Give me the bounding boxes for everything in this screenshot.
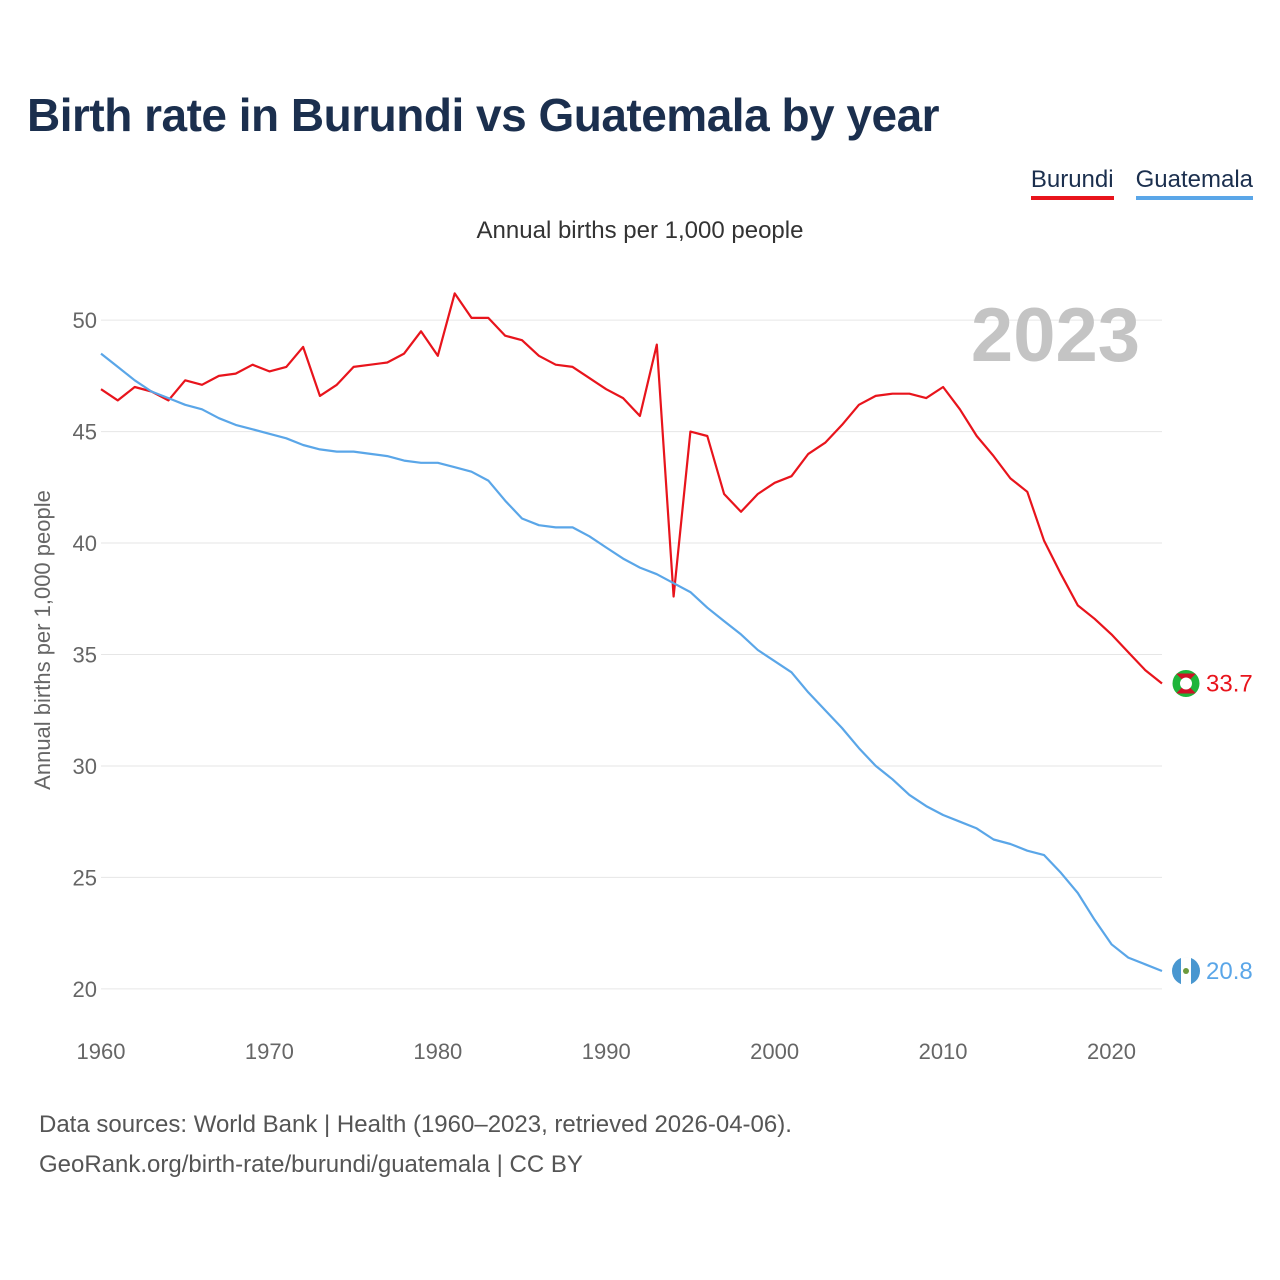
flag-guatemala-emblem	[1183, 968, 1189, 975]
attribution-link[interactable]: GeoRank.org/birth-rate/burundi/guatemala…	[39, 1151, 583, 1178]
y-tick-label-35: 35	[73, 642, 97, 667]
y-tick-label-30: 30	[73, 754, 97, 779]
x-tick-label-1970: 1970	[245, 1039, 294, 1064]
y-tick-label-45: 45	[73, 420, 97, 445]
flag-burundi-disc	[1180, 677, 1192, 690]
x-tick-label-2020: 2020	[1087, 1039, 1136, 1064]
series-line-burundi	[100, 292, 1163, 685]
y-tick-label-25: 25	[73, 865, 97, 890]
flag-burundi-rim	[1171, 668, 1201, 698]
data-source-note: Data sources: World Bank | Health (1960–…	[39, 1111, 792, 1138]
x-tick-label-1980: 1980	[413, 1039, 462, 1064]
legend-item-guatemala[interactable]: Guatemala	[1135, 166, 1253, 200]
chart-subtitle: Annual births per 1,000 people	[476, 217, 804, 244]
x-tick-label-1990: 1990	[582, 1039, 631, 1064]
x-tick-label-1960: 1960	[77, 1039, 126, 1064]
y-tick-label-20: 20	[73, 977, 97, 1002]
year-watermark: 2023	[971, 293, 1140, 378]
legend: Burundi Guatemala	[1030, 166, 1253, 200]
x-tick-label-2000: 2000	[750, 1039, 799, 1064]
legend-item-burundi[interactable]: Burundi	[1030, 166, 1114, 200]
series-line-guatemala	[100, 352, 1163, 973]
y-axis-label: Annual births per 1,000 people	[30, 490, 55, 790]
footer: Data sources: World Bank | Health (1960–…	[39, 1105, 792, 1185]
end-value-label-guatemala: 20.8	[1206, 958, 1253, 985]
chart-title: Birth rate in Burundi vs Guatemala by ye…	[27, 89, 940, 141]
end-value-label-burundi: 33.7	[1206, 670, 1253, 697]
y-tick-label-40: 40	[73, 531, 97, 556]
y-tick-label-50: 50	[73, 308, 97, 333]
x-tick-label-2010: 2010	[919, 1039, 968, 1064]
